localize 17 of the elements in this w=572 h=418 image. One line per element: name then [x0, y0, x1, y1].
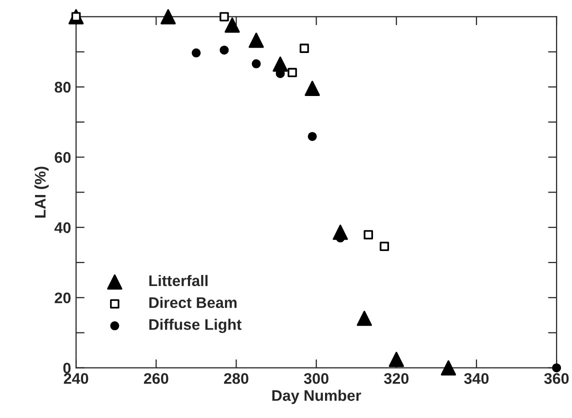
y-tick-label: 0 [63, 362, 71, 374]
y-tick-label: 60 [54, 152, 71, 163]
x-tick-label: 280 [224, 373, 248, 384]
y-tick-label: 20 [54, 292, 71, 304]
y-tick-label: 40 [54, 222, 71, 234]
x-tick-label: 240 [64, 373, 88, 384]
legend-label: Direct Beam [149, 296, 237, 308]
x-axis-title: Day Number [272, 390, 362, 404]
x-tick-label: 300 [304, 373, 328, 384]
y-axis-title: LAI (%) [34, 166, 49, 218]
x-tick-label: 260 [144, 373, 168, 384]
y-tick-label: 80 [54, 82, 71, 93]
x-tick-label: 320 [384, 373, 409, 384]
x-tick-label: 360 [544, 373, 569, 384]
legend-label: Diffuse Light [149, 318, 242, 334]
x-tick-label: 340 [464, 373, 489, 384]
legend-label: Litterfall [149, 274, 208, 286]
